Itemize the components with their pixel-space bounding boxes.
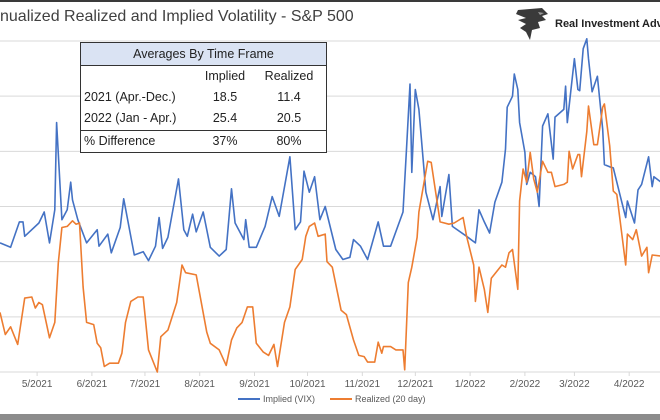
averages-table: Averages By Time Frame Implied Realized … [80,42,327,153]
series-points-realized [0,103,653,373]
x-tick-label: 8/2021 [184,379,215,390]
x-tick-label: 4/2022 [614,379,645,390]
top-border [0,0,660,2]
x-tick-label: 3/2022 [559,379,590,390]
legend-label-realized: Realized (20 day) [355,394,426,404]
legend-swatch-implied [238,398,260,400]
x-tick-label: 7/2021 [130,379,161,390]
logo-text: Real Investment Advice [555,18,660,30]
row-label: % Difference [84,134,156,148]
implied-value: 25.4 [212,111,238,125]
realized-value: 11.4 [277,90,301,104]
x-axis: 5/2021 6/2021 7/2021 8/2021 9/2021 10/2021 11/… [22,372,645,390]
series-lines [0,38,660,373]
bottom-border [0,414,660,420]
implied-difference: 37% [212,134,238,148]
table-row: 2021 (Apr.-Dec.) 18.5 11.4 [81,87,326,108]
chart-title: nualized Realized and Implied Volatility… [0,8,354,25]
row-label: 2021 (Apr.-Dec.) [84,90,176,104]
table-header-blank [81,66,194,87]
table-header-implied: Implied [204,69,246,83]
x-tick-label: 11/2021 [345,379,381,390]
table-header-realized: Realized [264,69,314,83]
table-title: Averages By Time Frame [81,43,326,66]
table-header-row: Implied Realized [81,66,326,87]
legend-item-implied: Implied (VIX) [238,394,315,404]
series-line-realized [0,103,660,373]
table-row: 2022 (Jan - Apr.) 25.4 20.5 [81,108,326,129]
realized-value: 20.5 [276,111,302,125]
table-footer-row: % Difference 37% 80% [81,130,326,152]
x-tick-label: 6/2021 [77,379,108,390]
implied-value: 18.5 [212,90,238,104]
row-label: 2022 (Jan - Apr.) [84,111,177,125]
legend-item-realized: Realized (20 day) [330,394,426,404]
x-tick-label: 12/2021 [397,379,434,390]
series-line-implied [0,38,660,262]
eagle-logo-icon [516,8,548,40]
realized-difference: 80% [276,134,302,148]
legend-label-implied: Implied (VIX) [263,394,316,404]
x-tick-label: 2/2022 [510,379,541,390]
x-tick-label: 10/2021 [289,379,326,390]
legend-swatch-realized [330,398,352,400]
x-tick-label: 1/2022 [455,379,486,390]
x-tick-label: 9/2021 [239,379,270,390]
series-points-implied [0,38,654,261]
x-tick-label: 5/2021 [22,379,53,390]
